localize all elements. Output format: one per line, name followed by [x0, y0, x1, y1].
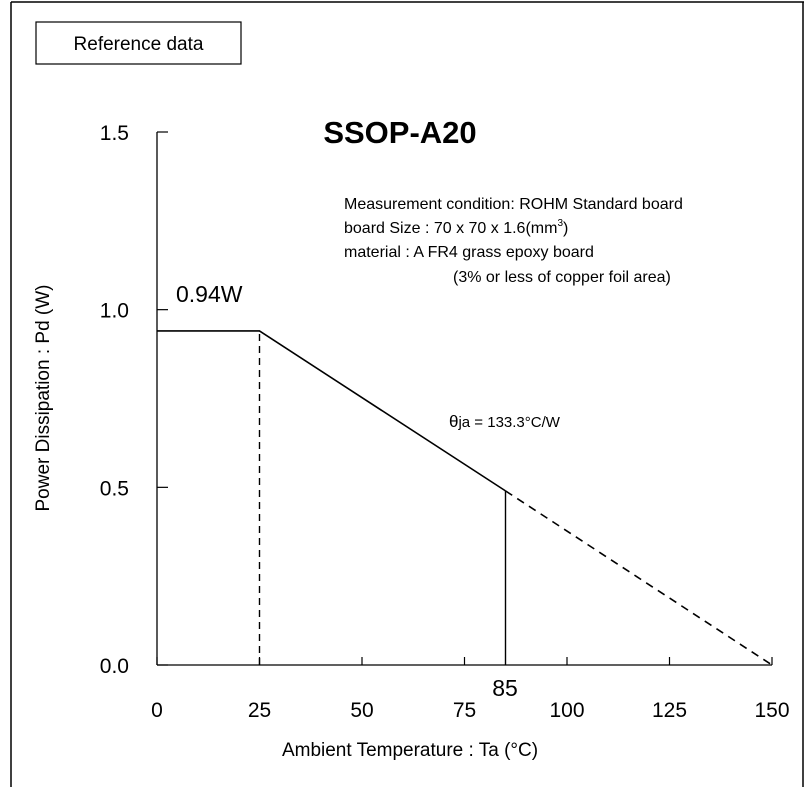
condition-line-3: material : A FR4 grass epoxy board — [344, 244, 594, 261]
y-axis-label: Power Dissipation : Pd (W) — [33, 284, 54, 511]
y-tick-label: 1.5 — [100, 122, 129, 145]
reference-box — [35, 21, 242, 65]
board-size-close-paren: ) — [563, 220, 568, 237]
x-tick-label: 150 — [754, 699, 789, 722]
x-tick-label: 125 — [652, 699, 687, 722]
y-tick-label: 1.0 — [100, 300, 129, 323]
theta-symbol: θ — [449, 412, 458, 431]
thermal-resistance-value: ja = 133.3°C/W — [457, 414, 560, 431]
derating-curve — [157, 330, 773, 666]
x-tick-label: 0 — [151, 699, 163, 722]
x-tick-label: 50 — [350, 699, 373, 722]
guide-lines — [258, 330, 507, 665]
x-axis-label: Ambient Temperature : Ta (°C) — [282, 740, 538, 761]
x-tick-label: 100 — [549, 699, 584, 722]
x-tick-label: 25 — [248, 699, 271, 722]
reference-label: Reference data — [74, 34, 204, 55]
y-axis-ticks: 0.0 0.5 1.0 1.5 — [100, 122, 168, 678]
condition-line-1: Measurement condition: ROHM Standard boa… — [344, 196, 683, 213]
board-size-text: board Size : 70 x 70 x 1.6(mm — [344, 220, 557, 237]
condition-line-2: board Size : 70 x 70 x 1.6(mm3) — [344, 218, 568, 237]
power-curve-segment — [157, 330, 506, 492]
x-marker-85-label: 85 — [492, 675, 518, 701]
x-tick-label: 75 — [453, 699, 476, 722]
thermal-resistance-label: θja = 133.3°C/W — [449, 412, 561, 431]
y-tick-label: 0.0 — [100, 655, 129, 678]
board-size-superscript: 3 — [557, 218, 563, 229]
condition-line-4: (3% or less of copper foil area) — [453, 269, 671, 286]
chart-title: SSOP-A20 — [323, 115, 476, 150]
y-tick-label: 0.5 — [100, 477, 129, 500]
x-axis-ticks: 0 25 50 75 100 125 150 — [151, 657, 790, 722]
peak-power-label: 0.94W — [176, 281, 243, 307]
extrapolated-segment — [505, 490, 773, 666]
